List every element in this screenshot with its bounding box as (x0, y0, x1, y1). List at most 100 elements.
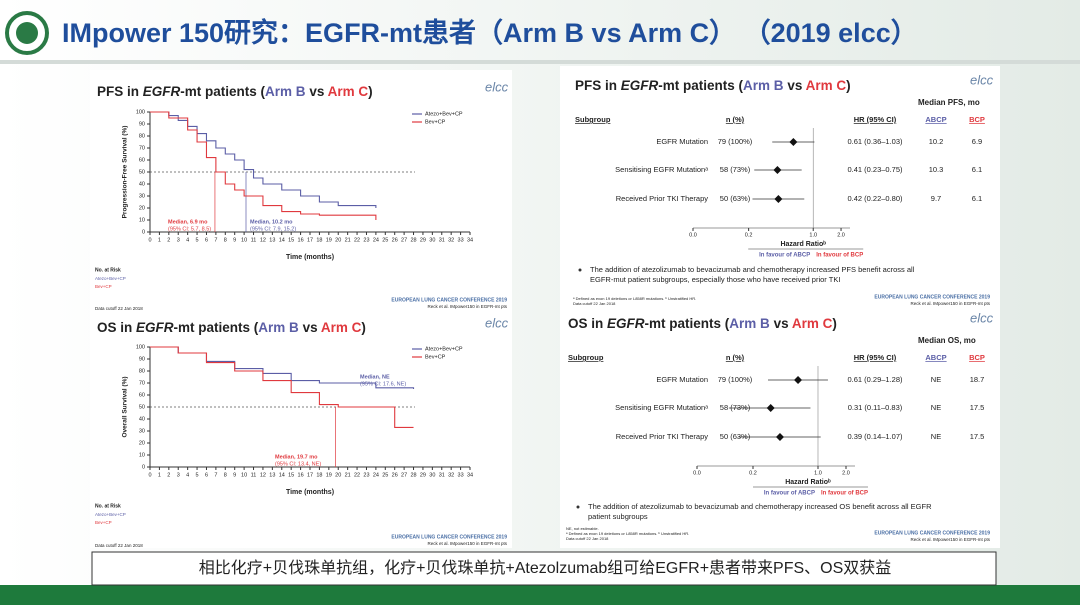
n-percent: 50 (63%) (720, 432, 751, 441)
subgroup: Sensitising EGFR Mutationᵃ (615, 403, 708, 412)
y-tick-label: 30 (139, 193, 145, 199)
conference-logo: elcc (970, 310, 994, 325)
x-tick-label: 32 (448, 237, 454, 243)
title-part: vs (770, 316, 792, 331)
x-tick-label: 28 (410, 472, 416, 478)
y-tick-label: 60 (139, 392, 145, 398)
footnote: Data cutoff 22 Jan 2018 (566, 536, 609, 541)
x-tick-label: 18 (316, 472, 322, 478)
hr-marker (775, 433, 784, 441)
x-tick-label: 32 (448, 472, 454, 478)
y-axis-label: Overall Survival (%) (122, 376, 129, 437)
x-tick-label: 23 (363, 237, 369, 243)
y-tick-label: 80 (139, 368, 145, 374)
y-tick-label: 90 (139, 121, 145, 127)
title-part: EGFR (621, 78, 659, 93)
x-axis-label: Hazard Ratioᵇ (785, 479, 831, 486)
x-tick-label: 25 (382, 237, 388, 243)
risk-row-label: Atezo+Bev+CP (95, 276, 126, 281)
title-part: PFS in (575, 78, 621, 93)
title-part: PFS in (97, 84, 143, 99)
x-tick-label: 1 (158, 237, 161, 243)
footnote: ᵃ Defined as exon 19 deletions or L858R … (573, 296, 696, 301)
y-tick-label: 90 (139, 356, 145, 362)
hazard-ratio: 0.42 (0.22–0.80) (847, 194, 903, 203)
median-abcp: 10.2 (929, 137, 944, 146)
x-tick-label: 34 (467, 472, 473, 478)
title-part: vs (784, 78, 806, 93)
y-tick-label: 50 (139, 404, 145, 410)
x-tick-label: 33 (458, 472, 464, 478)
title-part: Arm C (321, 320, 362, 335)
x-tick-label: 13 (269, 472, 275, 478)
column-group-header: Median PFS, mo (918, 98, 980, 107)
y-tick-label: 70 (139, 145, 145, 151)
risk-label: No. at Risk (95, 267, 121, 273)
title-part: Arm C (792, 316, 833, 331)
title-part: Arm B (258, 320, 299, 335)
y-axis-label: Progression-Free Survival (%) (122, 126, 129, 219)
bullet-dot (576, 505, 580, 509)
bullet-dot (578, 268, 582, 272)
y-tick-label: 50 (139, 169, 145, 175)
x-tick-label: 20 (335, 472, 341, 478)
subgroup: Received Prior TKI Therapy (616, 432, 709, 441)
x-tick-label: 14 (279, 472, 285, 478)
median-bcp: 18.7 (970, 375, 985, 384)
median-annotation: Median, 19.7 mo (275, 454, 318, 460)
x-tick-label: 30 (429, 472, 435, 478)
x-tick-label: 13 (269, 237, 275, 243)
x-tick-label: 18 (316, 237, 322, 243)
x-tick-label: 11 (251, 472, 257, 478)
x-tick-label: 3 (177, 472, 180, 478)
cutoff: Data cutoff 22 Jan 2018 (95, 543, 143, 548)
median-annotation: Median, 6.9 mo (168, 219, 208, 225)
x-tick-label: 16 (298, 237, 304, 243)
footer: EUROPEAN LUNG CANCER CONFERENCE 2019 (391, 534, 507, 540)
conference-logo: elcc (970, 72, 994, 87)
title-part: EGFR (136, 320, 174, 335)
x-tick-label: 0.0 (693, 470, 701, 476)
median-annotation: (95% CI: 13.4, NE) (275, 461, 321, 467)
median-bcp: 6.9 (972, 137, 982, 146)
x-tick-label: 15 (288, 472, 294, 478)
y-tick-label: 10 (139, 217, 145, 223)
slide-title: IMpower 150研究：EGFR-mt患者（Arm B vs Arm C） … (62, 17, 918, 48)
x-tick-label: 0 (148, 237, 151, 243)
median-annotation: (95% CI: 17.6, NE) (360, 381, 406, 387)
favour-label: In favour of ABCP (764, 491, 815, 497)
median-abcp: NE (931, 375, 941, 384)
title-part: EGFR (143, 84, 181, 99)
n-percent: 58 (73%) (720, 403, 751, 412)
bullet-text: patient subgroups (588, 512, 648, 521)
column-header: ABCP (925, 353, 946, 362)
title-part: -mt patients ( (180, 84, 265, 99)
x-tick-label: 31 (439, 237, 445, 243)
column-header: n (%) (726, 115, 745, 124)
panel-title: PFS in EGFR-mt patients (Arm B vs Arm C) (575, 78, 851, 93)
x-tick-label: 6 (205, 472, 208, 478)
title-part: ) (846, 78, 851, 93)
y-tick-label: 20 (139, 440, 145, 446)
x-axis-label: Time (months) (286, 489, 334, 496)
hazard-ratio: 0.41 (0.23–0.75) (847, 165, 903, 174)
footnote: Data cutoff 22 Jan 2018 (573, 301, 616, 306)
title-part: Arm B (743, 78, 784, 93)
citation: Reck et al. IMpower150 in EGFR-mt pts (910, 537, 990, 542)
column-header: BCP (969, 353, 985, 362)
x-tick-label: 27 (401, 472, 407, 478)
x-tick-label: 2 (167, 472, 170, 478)
panel-title: OS in EGFR-mt patients (Arm B vs Arm C) (97, 320, 366, 335)
y-tick-label: 70 (139, 380, 145, 386)
title-part: ) (368, 84, 373, 99)
title-part: Arm B (265, 84, 306, 99)
footnote: NE, not estimable. (566, 526, 599, 531)
x-tick-label: 31 (439, 472, 445, 478)
x-tick-label: 14 (279, 237, 285, 243)
median-bcp: 17.5 (970, 403, 985, 412)
x-tick-label: 19 (326, 472, 332, 478)
x-tick-label: 16 (298, 472, 304, 478)
x-tick-label: 19 (326, 237, 332, 243)
subgroup: Sensitising EGFR Mutationᵃ (615, 165, 708, 174)
column-header: HR (95% CI) (854, 353, 897, 362)
